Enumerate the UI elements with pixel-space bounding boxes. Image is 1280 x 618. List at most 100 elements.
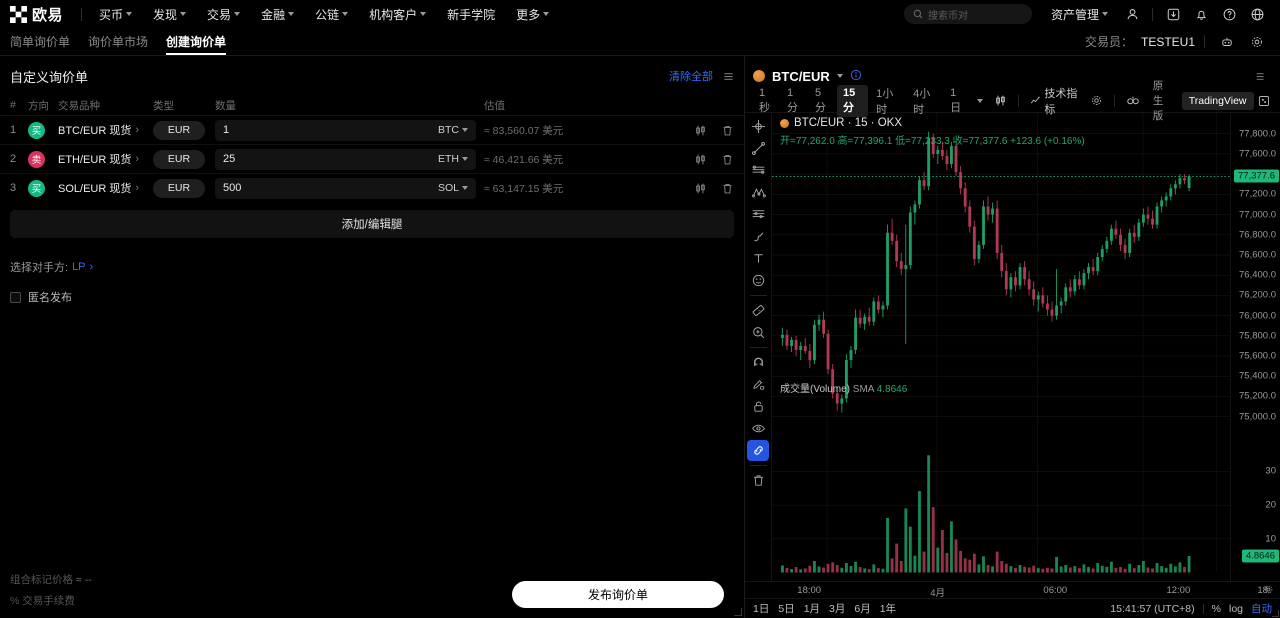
quantity-input[interactable]: 500 SOL [215,177,476,199]
quantity-unit-dropdown[interactable]: ETH [438,153,468,165]
instrument-selector[interactable]: BTC/EUR 现货 › [58,122,153,138]
list-menu-icon[interactable] [723,71,734,82]
nav-item-academy[interactable]: 新手学院 [438,2,504,27]
measure-link-icon[interactable] [747,440,769,461]
range-1d[interactable]: 1日 [753,603,770,615]
eye-icon[interactable] [747,418,769,439]
asset-management-menu[interactable]: 资产管理 [1042,2,1117,27]
time-axis[interactable]: 18:00 4月 06:00 12:00 18: [745,581,1280,599]
crosshair-icon[interactable] [747,116,769,137]
range-6mo[interactable]: 6月 [854,603,871,615]
chart-canvas-container[interactable]: BTC/EUR · 15 · OKX 开=77,262.0 高=77,396.1… [772,113,1230,581]
lock-icon[interactable] [747,396,769,417]
side-badge-sell[interactable]: 卖 [28,150,45,168]
auto-scale-toggle[interactable]: 自动 [1251,603,1272,615]
window-resize-handle[interactable] [1272,610,1279,617]
delete-row-button[interactable] [721,182,734,195]
add-edit-leg-button[interactable]: 添加/编辑腿 [10,210,734,238]
candlestick-chart-icon[interactable] [694,153,707,166]
quantity-unit-dropdown[interactable]: SOL [438,182,468,194]
emoji-icon[interactable] [747,270,769,291]
settings-button[interactable] [1244,31,1270,53]
timeframe-1m[interactable]: 1分 [787,86,799,114]
candlestick-chart-icon[interactable] [694,124,707,137]
price-axis[interactable]: 77,800.077,600.077,400.077,200.077,000.0… [1230,113,1280,581]
fib-retracement-icon[interactable] [747,204,769,225]
side-badge-buy[interactable]: 买 [28,179,45,197]
nav-item-chain[interactable]: 公链 [306,2,357,27]
fullscreen-button[interactable] [1256,90,1273,112]
clear-all-button[interactable]: 清除全部 [669,71,713,83]
bot-button[interactable] [1214,31,1240,53]
info-button[interactable] [850,69,862,84]
range-1mo[interactable]: 1月 [803,603,821,615]
quantity-input[interactable]: 1 BTC [215,119,476,141]
delete-row-button[interactable] [721,153,734,166]
log-scale-toggle[interactable]: log [1228,602,1243,615]
chart-type-button[interactable] [990,92,1011,109]
delete-row-button[interactable] [721,124,734,137]
zoom-in-icon[interactable] [747,322,769,343]
counterparty-value[interactable]: LP [72,261,86,273]
trend-line-icon[interactable] [747,138,769,159]
language-button[interactable] [1244,3,1270,25]
nav-item-finance[interactable]: 金融 [252,2,303,27]
quantity-unit-dropdown[interactable]: BTC [438,124,468,136]
download-app-button[interactable] [1160,3,1186,25]
horizontal-lines-icon[interactable] [747,160,769,181]
tab-create-rfq[interactable]: 创建询价单 [166,28,227,55]
nav-item-buy-crypto[interactable]: 买币 [90,2,141,27]
range-5d[interactable]: 5日 [778,603,795,615]
chevron-down-icon [1102,12,1108,16]
quantity-input[interactable]: 25 ETH [215,148,476,170]
chevron-down-icon[interactable] [836,74,843,78]
anonymous-publish-checkbox[interactable]: 匿名发布 [10,289,734,305]
magnet-icon[interactable] [747,352,769,373]
time-axis-settings-button[interactable] [1263,584,1274,598]
view-tradingview-button[interactable]: TradingView [1181,91,1254,110]
range-1y[interactable]: 1年 [879,603,897,615]
pencil-lock-icon[interactable] [747,374,769,395]
chart-settings-button[interactable] [1086,92,1107,109]
range-3mo[interactable]: 3月 [829,603,846,615]
instrument-selector[interactable]: SOL/EUR 现货 › [58,180,153,196]
timeframe-1h[interactable]: 1小时 [876,87,894,116]
search-input[interactable]: 搜索币对 [903,4,1032,24]
ruler-icon[interactable] [747,300,769,321]
type-pill[interactable]: EUR [153,149,205,169]
nav-item-more[interactable]: 更多 [507,2,558,27]
tab-simple-rfq[interactable]: 简单询价单 [10,28,70,55]
timeframe-1s[interactable]: 1秒 [759,86,770,114]
tab-rfq-market[interactable]: 询价单市场 [88,28,148,55]
pitchfork-icon[interactable] [747,182,769,203]
compare-button[interactable] [1122,92,1144,109]
nav-item-trade[interactable]: 交易 [198,2,249,27]
nav-item-discover[interactable]: 发现 [144,2,195,27]
view-native-button[interactable]: 原生版 [1152,80,1164,122]
chevron-right-icon[interactable]: › [89,261,94,273]
candlestick-chart-icon[interactable] [694,182,707,195]
instrument-selector[interactable]: ETH/EUR 现货 › [58,151,153,167]
notifications-button[interactable] [1188,3,1214,25]
brush-icon[interactable] [747,226,769,247]
chevron-down-icon[interactable] [977,98,984,103]
text-tool-icon[interactable] [747,248,769,269]
panel-menu-button[interactable] [1246,65,1272,87]
percent-scale-toggle[interactable]: % [1211,602,1221,615]
timeframe-1d[interactable]: 1日 [950,86,962,114]
timeframe-4h[interactable]: 4小时 [913,87,931,116]
side-badge-buy[interactable]: 买 [28,121,45,139]
nav-item-institutional[interactable]: 机构客户 [360,2,435,27]
user-account-button[interactable] [1119,3,1145,25]
okx-logo[interactable]: 欧易 [10,4,63,25]
publish-rfq-button[interactable]: 发布询价单 [512,581,724,608]
panel-resize-handle[interactable] [734,608,742,616]
indicators-button[interactable]: 技术指标 [1026,83,1084,119]
type-pill[interactable]: EUR [153,178,205,198]
robot-icon [1222,37,1232,46]
timeframe-5m[interactable]: 5分 [815,86,827,114]
timeframe-15m[interactable]: 15分 [837,84,869,117]
trash-icon[interactable] [747,470,769,491]
help-button[interactable] [1216,3,1242,25]
type-pill[interactable]: EUR [153,120,205,140]
